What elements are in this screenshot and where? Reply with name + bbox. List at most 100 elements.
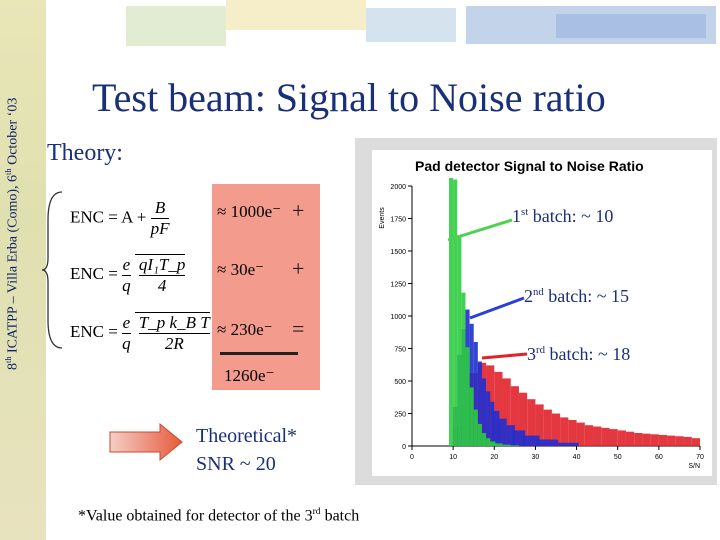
histogram-bar [658,434,668,446]
histogram-bar [576,422,585,446]
x-tick-label: 0 [410,454,414,461]
plot-title: Pad detector Signal to Noise Ratio [415,158,644,174]
batch-3-label: 3rd batch: ~ 18 [527,344,631,364]
batch-1-arrow [447,218,513,242]
histogram-bar [568,420,577,446]
highlight-box [212,184,320,390]
histogram-bar [510,386,519,446]
sum-value: 1260e⁻ [224,366,275,385]
y-tick-label: 250 [394,412,406,419]
histogram-bar [584,425,594,446]
histogram-bar [506,425,515,446]
value-2: ≈ 30e⁻ [217,260,265,279]
histogram-bar [527,399,536,446]
y-tick-label: 750 [394,347,406,354]
histogram-bar [609,429,618,446]
operator-1: + [292,198,305,223]
y-axis-label: Events [379,207,386,229]
operator-3: = [292,316,305,341]
equation-2: ENC = e q qI₁T_p 4 [70,254,186,295]
histogram-bar [473,342,478,446]
histogram-bar [494,371,503,446]
y-tick-label: 1250 [390,282,406,289]
histogram-bar [523,435,540,446]
histogram-bar [486,391,491,446]
theoretical-snr-note: Theoretical* SNR ~ 20 [196,425,298,475]
page-title: Test beam: Signal to Noise ratio [92,75,606,120]
theory-label: Theory: [47,140,123,166]
histogram-bar [489,441,496,446]
histogram-bar [469,373,478,446]
equation-1: ENC = A + B pF [70,198,170,238]
histogram-bar [473,409,478,446]
histogram-bar [634,433,643,446]
brace-decoration [41,191,63,349]
operator-2: + [292,256,305,281]
header-decoration [126,0,716,46]
histogram-bar [512,430,526,446]
x-tick-label: 50 [614,454,622,461]
equation-3: ENC = e q T_p k_B T 2R [70,312,210,353]
histogram-bar [493,410,500,446]
x-tick-label: 10 [449,454,457,461]
y-tick-label: 500 [394,379,406,386]
snr-histogram: 0 250 500 750 1000 1250 1500 1750 2000 0 10 20 30 40 5… [379,178,704,470]
histogram-bar [465,347,470,446]
histogram-bar [518,392,528,446]
y-tick-label: 1500 [390,249,406,256]
histogram-bar [477,361,482,446]
histogram-bar [537,439,559,446]
y-tick-label: 2000 [390,184,406,191]
histogram-bar [560,417,569,446]
histogram-bar [494,443,503,446]
histogram-bar [510,445,519,446]
sidebar-decoration [0,0,46,540]
histogram-bar [486,438,491,446]
histogram-bar [469,323,474,446]
footnote: *Value obtained for detector of the 3rd … [78,506,360,525]
histogram-bar [617,430,626,446]
histogram-bar [477,423,482,446]
histogram-bar [667,435,676,446]
histogram-bar [469,387,474,446]
x-tick-label: 20 [490,454,498,461]
histogram-bar [691,438,700,446]
histogram-bar [502,378,511,446]
histogram-bar [457,235,462,446]
histogram-bar [625,431,635,446]
histogram-bar [481,433,487,446]
histogram-bar [461,292,466,446]
batch-2-label: 2nd batch: ~ 15 [524,286,630,306]
x-axis-label: S/N [688,463,700,470]
histogram-bar [650,434,659,446]
x-tick-label: 70 [696,454,704,461]
batch-2-arrow [469,296,525,320]
y-tick-label: 1750 [390,217,406,224]
histogram-bar [593,426,602,446]
sum-line [220,352,298,355]
histogram-bar [558,442,579,446]
value-1: ≈ 1000e⁻ [217,202,282,221]
histogram-bar [642,433,651,446]
x-tick-label: 60 [655,454,663,461]
histogram-bar [502,444,511,446]
x-tick-label: 40 [573,454,581,461]
histogram-bar [453,179,458,446]
batch-3-arrow [481,352,528,360]
histogram-bar [551,413,561,446]
histogram-bar [481,378,487,446]
histogram-bar [535,404,544,446]
block-arrow-icon [109,422,183,462]
histogram-bar [543,409,552,446]
equations-panel: ENC = A + B pF ≈ 1000e⁻ + ENC = e q qI₁T… [60,182,320,392]
y-tick-label: 1000 [390,314,406,321]
histogram-bar [490,401,495,446]
value-3: ≈ 230e⁻ [217,320,273,339]
histogram-bar [498,418,507,446]
x-tick-label: 30 [532,454,540,461]
y-tick-label: 0 [402,444,406,451]
histogram-bar [449,178,454,446]
histogram-bar [601,427,610,446]
batch-1-label: 1st batch: ~ 10 [512,206,614,226]
